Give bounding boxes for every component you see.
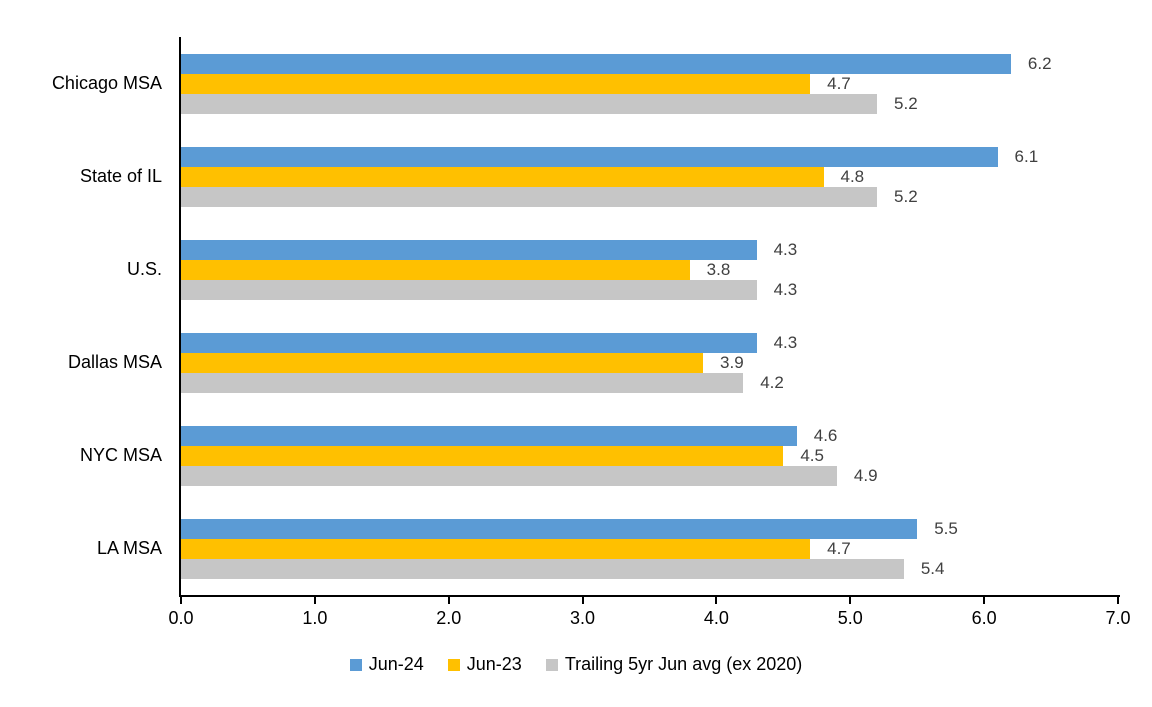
category-label-chicago-msa: Chicago MSA <box>51 73 162 93</box>
x-tick-label-2-0: 2.0 <box>436 608 462 628</box>
x-tick-3-0 <box>581 597 584 604</box>
data-label-jun-23-state-of-il: 4.8 <box>840 166 865 186</box>
bar-jun-24-state-of-il <box>181 146 998 167</box>
bar-trailing-5yr-jun-avg-ex-2020-chicago-msa <box>181 93 878 114</box>
bar-jun-23-chicago-msa <box>181 73 811 94</box>
x-tick-label-6-0: 6.0 <box>971 608 997 628</box>
bar-jun-23-u-s <box>181 259 690 280</box>
bar-jun-24-dallas-msa <box>181 332 757 353</box>
legend-label-jun-23: Jun-23 <box>466 654 522 674</box>
legend-item-trailing-5yr-jun-avg-ex-2020: Trailing 5yr Jun avg (ex 2020) <box>545 654 803 675</box>
x-axis-line <box>179 595 1120 597</box>
legend-label-jun-24: Jun-24 <box>368 654 424 674</box>
bar-jun-24-nyc-msa <box>181 425 797 446</box>
data-label-jun-24-dallas-msa: 4.3 <box>773 332 798 352</box>
x-tick-7-0 <box>1117 597 1119 604</box>
x-tick-1-0 <box>313 597 316 604</box>
category-label-nyc-msa: NYC MSA <box>79 445 162 465</box>
bar-jun-23-dallas-msa <box>181 352 704 373</box>
bar-jun-23-nyc-msa <box>181 445 784 466</box>
data-label-jun-24-la-msa: 5.5 <box>934 518 958 538</box>
x-tick-label-0-0: 0.0 <box>168 608 194 628</box>
data-label-trailing-5yr-jun-avg-ex-2020-chicago-msa: 5.2 <box>894 93 918 113</box>
y-axis-line <box>179 37 181 597</box>
bar-trailing-5yr-jun-avg-ex-2020-nyc-msa <box>181 465 837 486</box>
x-tick-label-3-0: 3.0 <box>570 608 596 628</box>
data-label-trailing-5yr-jun-avg-ex-2020-la-msa: 5.4 <box>920 558 945 578</box>
data-label-trailing-5yr-jun-avg-ex-2020-u-s: 4.3 <box>773 279 798 299</box>
bar-jun-23-la-msa <box>181 538 811 559</box>
bar-trailing-5yr-jun-avg-ex-2020-u-s <box>181 279 757 300</box>
x-tick-label-7-0: 7.0 <box>1105 608 1131 628</box>
legend-swatch-jun-23 <box>447 658 460 671</box>
data-label-jun-23-chicago-msa: 4.7 <box>827 73 851 93</box>
bar-jun-23-state-of-il <box>181 166 824 187</box>
x-tick-6-0 <box>983 597 986 604</box>
data-label-trailing-5yr-jun-avg-ex-2020-nyc-msa: 4.9 <box>853 465 878 485</box>
legend-swatch-jun-24 <box>349 658 362 671</box>
bar-trailing-5yr-jun-avg-ex-2020-state-of-il <box>181 186 878 207</box>
x-tick-5-0 <box>849 597 852 604</box>
bar-trailing-5yr-jun-avg-ex-2020-la-msa <box>181 558 904 579</box>
data-label-jun-23-nyc-msa: 4.5 <box>800 445 824 465</box>
x-tick-label-4-0: 4.0 <box>703 608 729 628</box>
legend-label-trailing-5yr-jun-avg-ex-2020: Trailing 5yr Jun avg (ex 2020) <box>564 654 803 674</box>
x-tick-4-0 <box>715 597 718 604</box>
data-label-jun-23-dallas-msa: 3.9 <box>720 352 744 372</box>
category-label-dallas-msa: Dallas MSA <box>67 352 162 372</box>
data-label-trailing-5yr-jun-avg-ex-2020-state-of-il: 5.2 <box>894 186 918 206</box>
data-label-jun-23-la-msa: 4.7 <box>827 538 851 558</box>
chart-legend: Jun-24 Jun-23 Trailing 5yr Jun avg (ex 202… <box>0 654 1152 675</box>
legend-item-jun-24: Jun-24 <box>349 654 424 675</box>
data-label-jun-24-u-s: 4.3 <box>773 239 798 259</box>
category-label-state-of-il: State of IL <box>79 166 162 186</box>
x-tick-label-1-0: 1.0 <box>302 608 328 628</box>
legend-swatch-trailing-5yr-jun-avg-ex-2020 <box>545 658 558 671</box>
data-label-trailing-5yr-jun-avg-ex-2020-dallas-msa: 4.2 <box>760 372 784 392</box>
x-tick-0-0 <box>180 597 182 604</box>
bar-jun-24-chicago-msa <box>181 53 1011 74</box>
data-label-jun-24-nyc-msa: 4.6 <box>813 425 838 445</box>
x-tick-label-5-0: 5.0 <box>837 608 863 628</box>
data-label-jun-23-u-s: 3.8 <box>706 259 731 279</box>
category-label-u-s: U.S. <box>126 259 162 279</box>
data-label-jun-24-state-of-il: 6.1 <box>1014 146 1039 166</box>
bar-jun-24-u-s <box>181 239 757 260</box>
bar-trailing-5yr-jun-avg-ex-2020-dallas-msa <box>181 372 744 393</box>
x-tick-2-0 <box>447 597 450 604</box>
category-label-la-msa: LA MSA <box>96 538 162 558</box>
bar-jun-24-la-msa <box>181 518 918 539</box>
data-label-jun-24-chicago-msa: 6.2 <box>1027 53 1052 73</box>
legend-item-jun-23: Jun-23 <box>447 654 522 675</box>
